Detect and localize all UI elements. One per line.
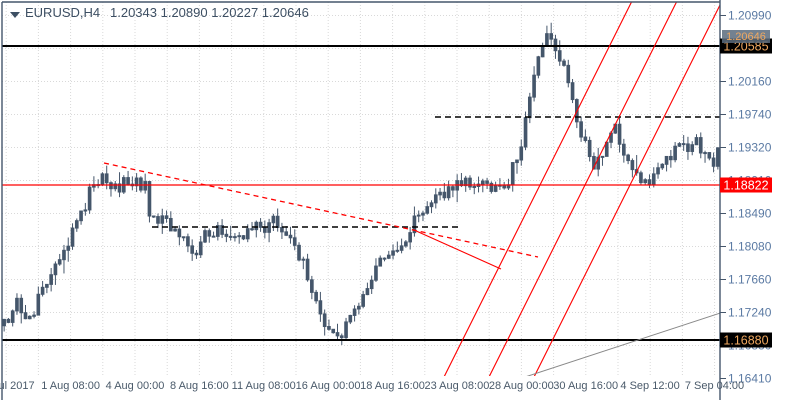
svg-text:4 Sep 12:00: 4 Sep 12:00 [620,380,679,392]
svg-text:1.20646: 1.20646 [726,31,766,43]
svg-text:1.19320: 1.19320 [728,141,772,155]
svg-text:1.20343 1.20890 1.20227 1.2064: 1.20343 1.20890 1.20227 1.20646 [110,5,309,20]
svg-text:1.16880: 1.16880 [723,333,768,347]
svg-text:4 Aug 00:00: 4 Aug 00:00 [106,380,165,392]
svg-text:1.18490: 1.18490 [728,207,772,221]
svg-text:28 Aug 00:00: 28 Aug 00:00 [489,380,554,392]
svg-text:1.20990: 1.20990 [728,9,772,23]
svg-text:1.18822: 1.18822 [723,178,768,192]
svg-text:1.19740: 1.19740 [728,108,772,122]
svg-text:30 Aug 16:00: 30 Aug 16:00 [553,380,618,392]
svg-text:11 Aug 08:00: 11 Aug 08:00 [232,380,296,392]
svg-text:23 Aug 08:00: 23 Aug 08:00 [424,380,489,392]
svg-text:1.17660: 1.17660 [728,273,772,287]
svg-text:1.17240: 1.17240 [728,306,772,320]
svg-text:8 Aug 16:00: 8 Aug 16:00 [170,380,229,392]
svg-text:16 Aug 00:00: 16 Aug 00:00 [296,380,361,392]
svg-text:18 Aug 16:00: 18 Aug 16:00 [360,380,425,392]
svg-text:7 Sep 04:00: 7 Sep 04:00 [685,380,744,392]
svg-text:1 Aug 08:00: 1 Aug 08:00 [41,380,100,392]
svg-text:1.18080: 1.18080 [728,240,772,254]
svg-text:27 Jul 2017: 27 Jul 2017 [0,380,35,392]
svg-text:1.20160: 1.20160 [728,75,772,89]
svg-text:EURUSD,H4: EURUSD,H4 [25,5,100,20]
